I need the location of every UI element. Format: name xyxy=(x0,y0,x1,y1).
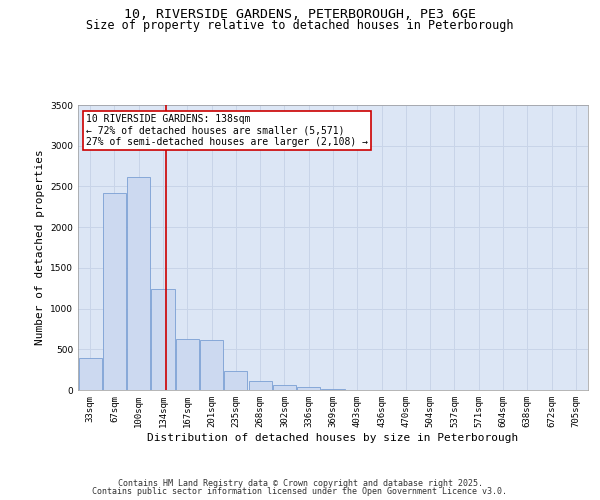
Bar xyxy=(322,389,344,390)
Text: 10, RIVERSIDE GARDENS, PETERBOROUGH, PE3 6GE: 10, RIVERSIDE GARDENS, PETERBOROUGH, PE3… xyxy=(124,8,476,20)
Text: Size of property relative to detached houses in Peterborough: Size of property relative to detached ho… xyxy=(86,19,514,32)
Bar xyxy=(176,338,199,390)
Text: Contains public sector information licensed under the Open Government Licence v3: Contains public sector information licen… xyxy=(92,487,508,496)
Bar xyxy=(248,381,272,390)
Bar xyxy=(127,178,150,390)
Bar xyxy=(103,193,126,390)
Y-axis label: Number of detached properties: Number of detached properties xyxy=(35,150,44,346)
Text: 10 RIVERSIDE GARDENS: 138sqm
← 72% of detached houses are smaller (5,571)
27% of: 10 RIVERSIDE GARDENS: 138sqm ← 72% of de… xyxy=(86,114,368,147)
Bar xyxy=(297,386,320,390)
Bar xyxy=(224,372,247,390)
Text: Contains HM Land Registry data © Crown copyright and database right 2025.: Contains HM Land Registry data © Crown c… xyxy=(118,478,482,488)
Bar xyxy=(273,385,296,390)
Bar xyxy=(151,289,175,390)
X-axis label: Distribution of detached houses by size in Peterborough: Distribution of detached houses by size … xyxy=(148,432,518,442)
Bar xyxy=(79,358,101,390)
Bar xyxy=(200,340,223,390)
